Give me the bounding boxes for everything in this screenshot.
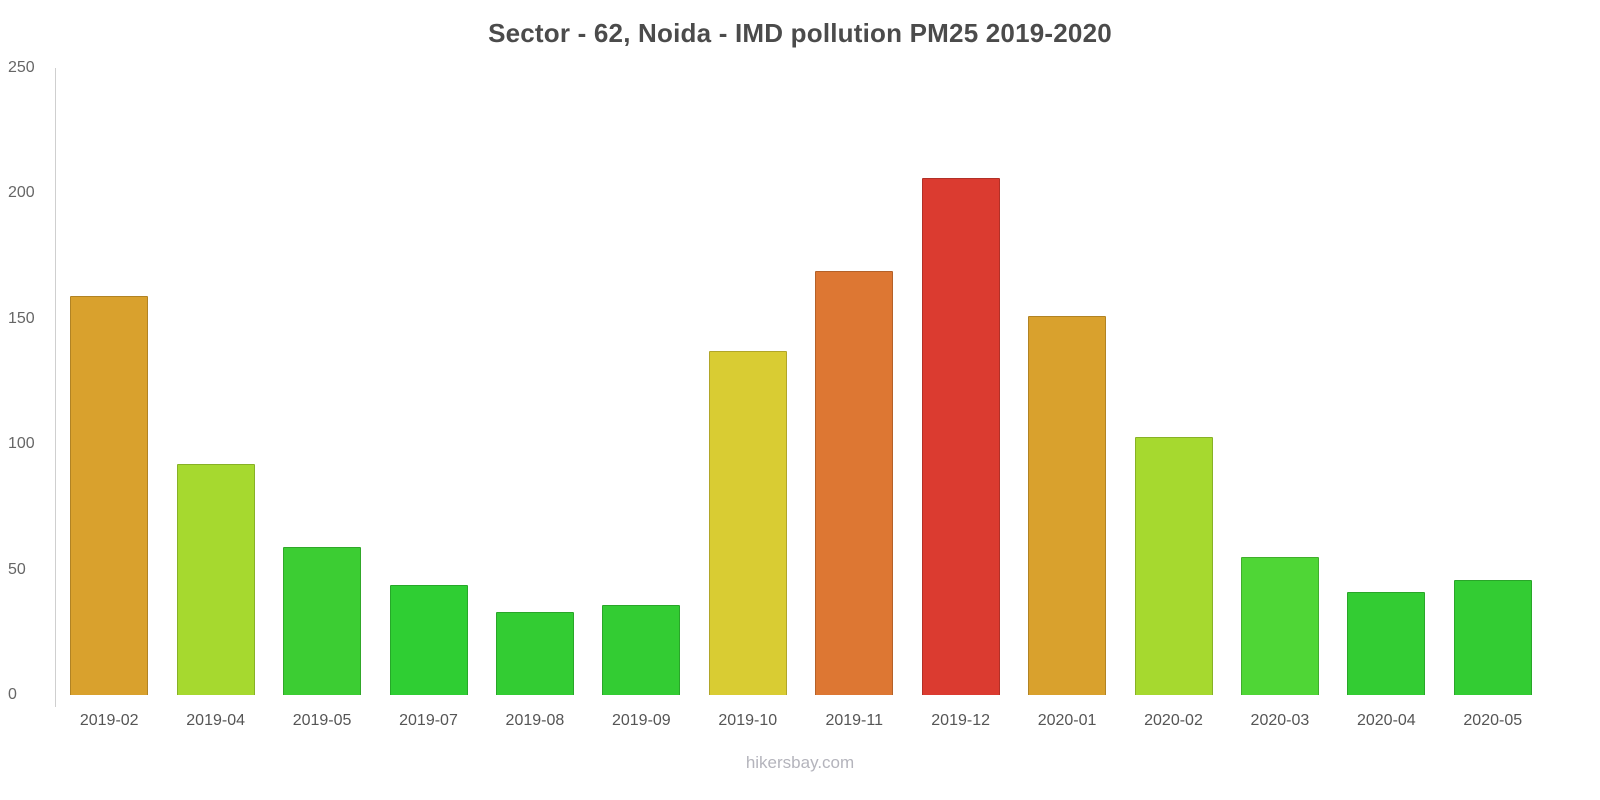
bar-2019-04 xyxy=(176,464,255,695)
x-tick-label: 2020-02 xyxy=(1144,712,1203,729)
y-tick-label: 250 xyxy=(8,59,35,76)
y-tick-label: 150 xyxy=(8,309,35,327)
x-tick-label: 2020-04 xyxy=(1356,712,1416,729)
y-axis-line xyxy=(55,68,56,707)
x-tick-label: 2020-03 xyxy=(1250,712,1310,729)
x-tick-label: 2019-07 xyxy=(399,712,458,729)
y-tick-label: 100 xyxy=(8,435,35,453)
y-axis: 0 50 100 150 200 250 xyxy=(8,59,52,703)
x-tick-label: 2020-01 xyxy=(1037,712,1097,729)
bar-2019-07 xyxy=(389,584,468,695)
bar-2020-03 xyxy=(1240,557,1319,695)
y-tick-label: 0 xyxy=(8,686,17,703)
y-tick-label: 50 xyxy=(8,560,26,578)
plot-area xyxy=(56,68,1546,695)
bar-2019-09 xyxy=(602,604,681,695)
x-axis: 2019-02 2019-04 2019-05 2019-07 2019-08 2019-… xyxy=(56,712,1546,736)
x-tick-label: 2020-05 xyxy=(1463,712,1523,729)
x-tick-label: 2019-12 xyxy=(931,712,990,729)
y-tick-label: 200 xyxy=(8,184,35,202)
bar-2020-04 xyxy=(1347,592,1426,695)
bar-2020-05 xyxy=(1453,579,1532,695)
x-tick-label: 2019-10 xyxy=(718,712,778,729)
x-tick-label: 2019-09 xyxy=(611,712,671,729)
x-tick-label: 2019-04 xyxy=(186,712,245,729)
bar-2019-08 xyxy=(495,612,574,695)
bar-2020-02 xyxy=(1134,436,1213,695)
chart-title: Sector - 62, Noida - IMD pollution PM25 … xyxy=(488,18,1112,48)
x-tick-label: 2019-05 xyxy=(292,712,352,729)
bar-2019-05 xyxy=(283,547,362,695)
bar-2019-10 xyxy=(708,351,787,695)
x-tick-label: 2019-08 xyxy=(505,712,565,729)
x-tick-label: 2019-11 xyxy=(825,712,883,729)
bar-2019-12 xyxy=(921,178,1000,695)
x-tick-label: 2019-02 xyxy=(79,712,139,729)
footer-watermark: hikersbay.com xyxy=(745,753,855,772)
bar-2020-01 xyxy=(1028,316,1107,695)
bar-2019-11 xyxy=(815,271,894,695)
bar-2019-02 xyxy=(70,296,149,695)
